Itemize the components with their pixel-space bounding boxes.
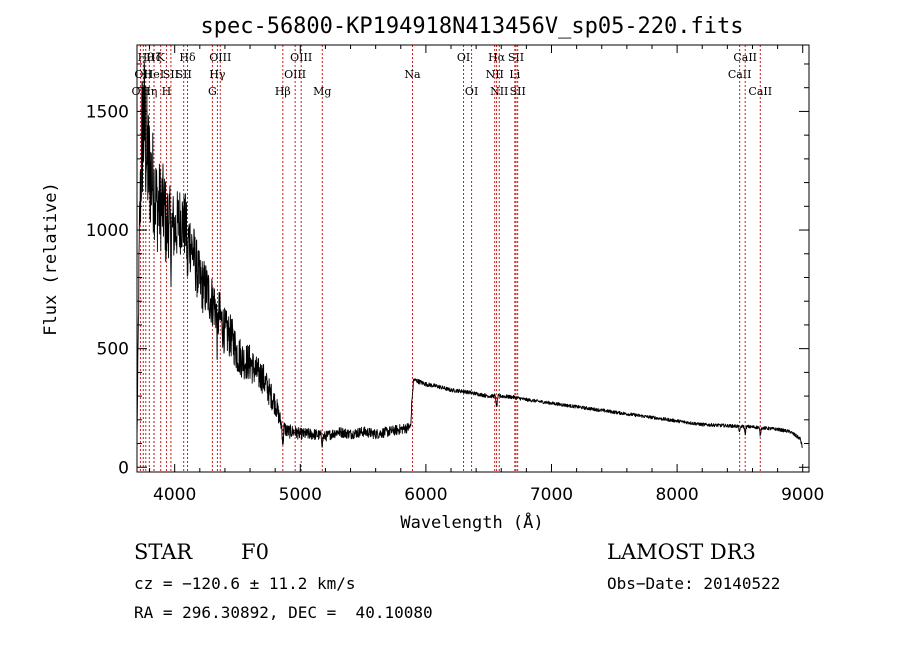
chart-title: spec-56800-KP194918N413456V_sp05-220.fit…: [200, 14, 743, 39]
x-axis-label: Wavelength (Å): [400, 511, 543, 533]
object-class: STAR: [134, 540, 193, 564]
x-tick-label: 7000: [530, 485, 573, 505]
y-tick-label: 500: [97, 340, 129, 360]
x-tick-label: 4000: [153, 485, 196, 505]
line-marker-label: CaII: [748, 85, 772, 98]
line-marker-label: G: [208, 85, 217, 98]
line-marker-label: SII: [510, 85, 526, 98]
line-marker-label: Na: [404, 68, 421, 81]
line-marker-label: OIII: [209, 51, 231, 64]
sky-coordinates: RA = 296.30892, DEC = 40.10080: [134, 603, 433, 622]
y-axis: 0 500 1000 1500: [86, 63, 809, 478]
line-marker-label: SII: [508, 51, 524, 64]
line-marker-label: OI: [457, 51, 470, 64]
line-marker-label: Hθ: [138, 51, 155, 64]
line-marker-label: CaII: [728, 68, 752, 81]
observation-date: Obs−Date: 20140522: [607, 574, 781, 593]
line-marker-label: NII: [486, 68, 504, 81]
line-markers: OIIOIIHθHηHζHeIKHSIISIIHδGHγOIIIHβOIIIOI…: [132, 45, 772, 472]
plot-frame: [136, 44, 810, 473]
line-marker-label: NII: [490, 85, 508, 98]
line-marker-label: OII: [134, 68, 152, 81]
x-tick-label: 5000: [279, 485, 322, 505]
line-marker-label: Mg: [313, 85, 331, 98]
survey-name: LAMOST DR3: [607, 540, 756, 564]
y-tick-label: 0: [118, 458, 129, 478]
line-marker-label: Li: [509, 68, 520, 81]
spectral-subclass: F0: [241, 540, 269, 564]
line-marker-label: H: [162, 85, 172, 98]
line-marker-label: SII: [163, 68, 179, 81]
line-marker-label: OIII: [284, 68, 306, 81]
y-tick-label: 1500: [86, 102, 129, 122]
line-marker-label: OIII: [290, 51, 312, 64]
y-tick-label: 1000: [86, 221, 129, 241]
line-marker-label: K: [157, 51, 166, 64]
line-marker-label: OI: [465, 85, 478, 98]
line-marker-label: Hδ: [179, 51, 196, 64]
line-marker-label: SII: [176, 68, 192, 81]
line-marker-label: Hβ: [275, 85, 291, 98]
line-marker-label: HeI: [144, 68, 164, 81]
y-axis-label: Flux (relative): [41, 182, 61, 336]
x-tick-label: 6000: [404, 485, 447, 505]
spectrum-line: [136, 60, 803, 448]
redshift-value: cz = −120.6 ± 11.2 km/s: [134, 574, 356, 593]
line-marker-label: Hα: [488, 51, 506, 64]
line-marker-label: Hγ: [209, 68, 226, 81]
x-tick-label: 8000: [655, 485, 698, 505]
x-tick-label: 9000: [781, 485, 824, 505]
line-marker-label: CaII: [733, 51, 757, 64]
x-axis: 4000 5000 6000 7000 8000 9000: [149, 45, 824, 505]
